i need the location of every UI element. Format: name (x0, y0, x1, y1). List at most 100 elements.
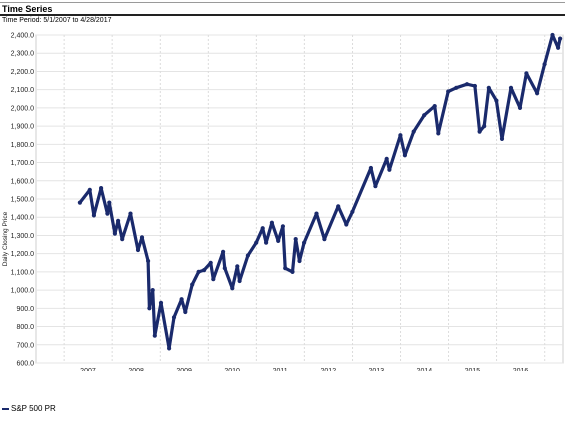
data-point (472, 83, 477, 89)
data-point (167, 346, 172, 351)
data-point (158, 300, 164, 305)
data-point (398, 133, 403, 138)
data-point (556, 45, 561, 50)
data-point (105, 211, 110, 216)
data-point (280, 224, 285, 229)
data-point (116, 218, 121, 223)
x-tick-label: 2008 (128, 368, 144, 371)
data-point (446, 89, 451, 94)
y-tick-label: 1,400.0 (11, 215, 34, 222)
data-point (77, 200, 82, 205)
y-tick-label: 2,400.0 (11, 33, 34, 40)
legend-label: S&P 500 PR (11, 404, 56, 413)
data-point (486, 85, 491, 90)
data-point (128, 211, 133, 216)
data-point (464, 82, 470, 87)
data-point (112, 231, 117, 236)
data-point (350, 209, 355, 214)
x-tick-label: 2009 (176, 368, 192, 371)
data-point (91, 213, 96, 218)
data-point (402, 153, 407, 158)
title-divider (0, 14, 565, 16)
data-point (384, 156, 389, 161)
data-point (290, 269, 295, 274)
data-point (245, 253, 250, 258)
y-tick-label: 1,100.0 (11, 269, 34, 276)
data-point (171, 315, 177, 320)
data-point (422, 113, 427, 118)
y-tick-label: 1,900.0 (11, 124, 34, 131)
data-point (87, 187, 92, 192)
x-tick-label: 2011 (273, 368, 288, 371)
data-point (373, 184, 378, 189)
data-point (183, 309, 188, 315)
y-tick-label: 1,600.0 (11, 178, 34, 185)
data-point (302, 240, 307, 245)
y-axis-label: Daily Closing Price (2, 211, 9, 266)
data-point (179, 297, 184, 302)
data-point (260, 226, 265, 231)
data-point (196, 269, 201, 274)
x-tick-label: 2010 (224, 368, 240, 371)
y-tick-label: 1,200.0 (11, 251, 34, 258)
data-point (254, 240, 259, 245)
data-point (190, 282, 195, 287)
time-period-label: Time Period: 5/1/2007 to 4/28/2017 (2, 17, 112, 24)
y-tick-label: 1,700.0 (11, 160, 34, 167)
data-point (150, 288, 155, 293)
legend-line-swatch (2, 407, 9, 410)
data-point (139, 235, 145, 240)
data-point (283, 266, 288, 271)
data-point (411, 129, 416, 134)
x-tick-label: 2015 (465, 368, 481, 371)
data-point (454, 85, 459, 90)
top-border (0, 2, 565, 3)
data-point (432, 104, 437, 109)
y-tick-label: 1,800.0 (11, 142, 34, 149)
time-series-chart: 600.0 700.0 800.0 900.0 1,000.0 1,100.0 1,200.… (2, 32, 564, 371)
data-point (237, 278, 242, 284)
y-tick-label: 800.0 (16, 324, 34, 331)
data-point (208, 260, 213, 265)
y-tick-label: 2,300.0 (11, 51, 34, 58)
data-point (314, 211, 319, 216)
x-tick-label: 2014 (417, 368, 433, 371)
data-point (558, 36, 563, 41)
data-point (336, 204, 341, 209)
data-point (293, 237, 298, 242)
data-point (436, 131, 441, 136)
data-point (494, 98, 499, 103)
data-point (482, 124, 487, 129)
data-point (146, 258, 151, 264)
data-point (147, 306, 152, 311)
data-point (524, 71, 529, 76)
y-tick-label: 1,500.0 (11, 197, 34, 204)
y-tick-label: 2,000.0 (11, 105, 34, 112)
data-point (152, 333, 157, 338)
data-point (221, 249, 226, 254)
data-point (499, 136, 505, 141)
y-tick-label: 900.0 (16, 306, 34, 313)
data-point (202, 268, 207, 273)
chart-legend: S&P 500 PR (2, 404, 56, 413)
data-point (264, 240, 269, 245)
data-point (269, 220, 274, 225)
y-tick-label: 600.0 (16, 361, 34, 368)
data-point (230, 286, 235, 291)
data-point (517, 105, 523, 110)
y-tick-label: 1,000.0 (11, 288, 34, 295)
data-point (550, 32, 555, 38)
data-point (542, 62, 547, 67)
y-tick-label: 1,300.0 (11, 233, 34, 240)
data-point (508, 85, 514, 90)
y-tick-label: 700.0 (16, 342, 34, 349)
data-point (535, 91, 540, 96)
data-point (120, 237, 125, 242)
data-point (344, 222, 349, 227)
x-tick-label: 2012 (321, 368, 337, 371)
data-point (368, 165, 373, 171)
data-point (322, 237, 327, 242)
data-point (99, 186, 104, 191)
data-point (276, 238, 281, 243)
data-point (135, 247, 141, 253)
